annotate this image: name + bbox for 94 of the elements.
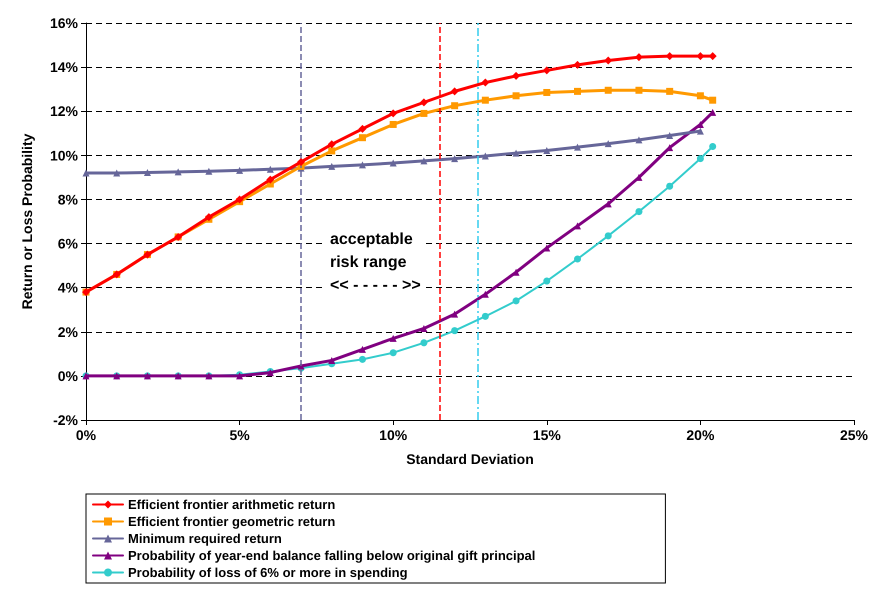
point (358, 161, 366, 168)
point (390, 120, 397, 128)
point (328, 140, 336, 148)
y-tick-label: 10% (50, 147, 79, 164)
y-tick-label: 2% (58, 324, 79, 340)
point (266, 176, 274, 184)
point (666, 132, 674, 139)
point (451, 102, 458, 110)
y-tick-label: 14% (50, 59, 79, 76)
x-tick-label: 25% (840, 427, 869, 443)
point (113, 169, 120, 176)
point (542, 66, 551, 74)
x-axis-title: Standard Deviation (406, 451, 534, 467)
point (604, 200, 612, 208)
point (512, 150, 520, 157)
point (205, 168, 212, 175)
point (236, 195, 244, 204)
point (390, 160, 397, 167)
point (574, 255, 582, 262)
point (574, 88, 582, 95)
y-tick-label: 6% (58, 236, 79, 252)
point (543, 88, 550, 96)
point (574, 144, 582, 151)
point (512, 72, 520, 80)
y-tick-label: 16% (50, 15, 79, 31)
point (574, 222, 582, 230)
point (543, 278, 550, 285)
y-tick-label: 8% (58, 191, 79, 208)
point (512, 297, 520, 304)
x-tick-label: 5% (229, 427, 250, 443)
y-tick-label: -2% (53, 412, 79, 428)
legend-label: Probability of loss of 6% or more in spending (128, 565, 408, 580)
point (358, 134, 366, 142)
x-tick-label: 10% (379, 427, 408, 443)
point (451, 155, 458, 162)
point (604, 140, 612, 148)
point (328, 162, 336, 170)
point (420, 324, 428, 332)
point (420, 98, 428, 106)
legend-label: Efficient frontier geometric return (128, 514, 336, 529)
point (635, 208, 642, 216)
point (174, 168, 182, 176)
point (482, 312, 489, 320)
x-tick-label: 20% (686, 427, 715, 443)
point (390, 349, 397, 356)
point (82, 169, 90, 176)
legend-label: Minimum required return (128, 531, 282, 546)
y-axis-title: Return or Loss Probability (19, 133, 35, 310)
point (389, 109, 398, 118)
legend-label: Probability of year-end balance falling below original gift principal (128, 548, 536, 563)
point (204, 213, 213, 222)
x-tick-label: 15% (532, 427, 562, 443)
point (451, 310, 458, 318)
point (696, 92, 704, 100)
point (482, 152, 489, 160)
point (635, 86, 642, 94)
point (266, 166, 274, 173)
point (604, 86, 612, 94)
point (666, 182, 674, 190)
point (451, 327, 458, 334)
point (666, 88, 674, 95)
point (420, 339, 428, 346)
point (358, 124, 366, 133)
point (604, 56, 612, 64)
point (297, 158, 306, 166)
legend-label: Efficient frontier arithmetic return (128, 497, 336, 512)
point (328, 147, 336, 154)
point (144, 169, 151, 176)
point (358, 346, 366, 353)
point (482, 290, 489, 298)
x-tick-label: 0% (76, 427, 97, 443)
y-tick-label: 4% (58, 280, 79, 296)
point (420, 157, 428, 164)
point (482, 96, 489, 104)
point (543, 146, 550, 154)
point (696, 128, 704, 135)
point (358, 356, 366, 363)
point (328, 356, 336, 364)
point (574, 60, 582, 69)
point (709, 143, 716, 150)
y-tick-label: 12% (50, 103, 79, 120)
point (696, 155, 704, 162)
point (390, 334, 397, 342)
point (512, 92, 520, 100)
point (481, 78, 490, 87)
point (420, 110, 428, 117)
point (512, 268, 520, 276)
point (709, 96, 716, 104)
point (635, 136, 642, 144)
point (604, 232, 612, 240)
annotation: acceptable risk range << - - - - - >> (330, 231, 421, 294)
point (236, 166, 244, 174)
point (450, 87, 459, 96)
y-tick-label: 0% (58, 368, 79, 384)
